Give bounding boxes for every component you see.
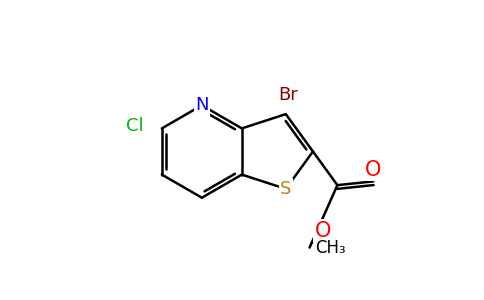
Text: CH₃: CH₃ xyxy=(315,238,346,256)
Text: Br: Br xyxy=(278,86,298,104)
Text: S: S xyxy=(280,180,291,198)
Text: N: N xyxy=(195,96,209,114)
Text: Cl: Cl xyxy=(126,117,144,135)
Text: O: O xyxy=(315,220,331,241)
Text: O: O xyxy=(365,160,381,180)
